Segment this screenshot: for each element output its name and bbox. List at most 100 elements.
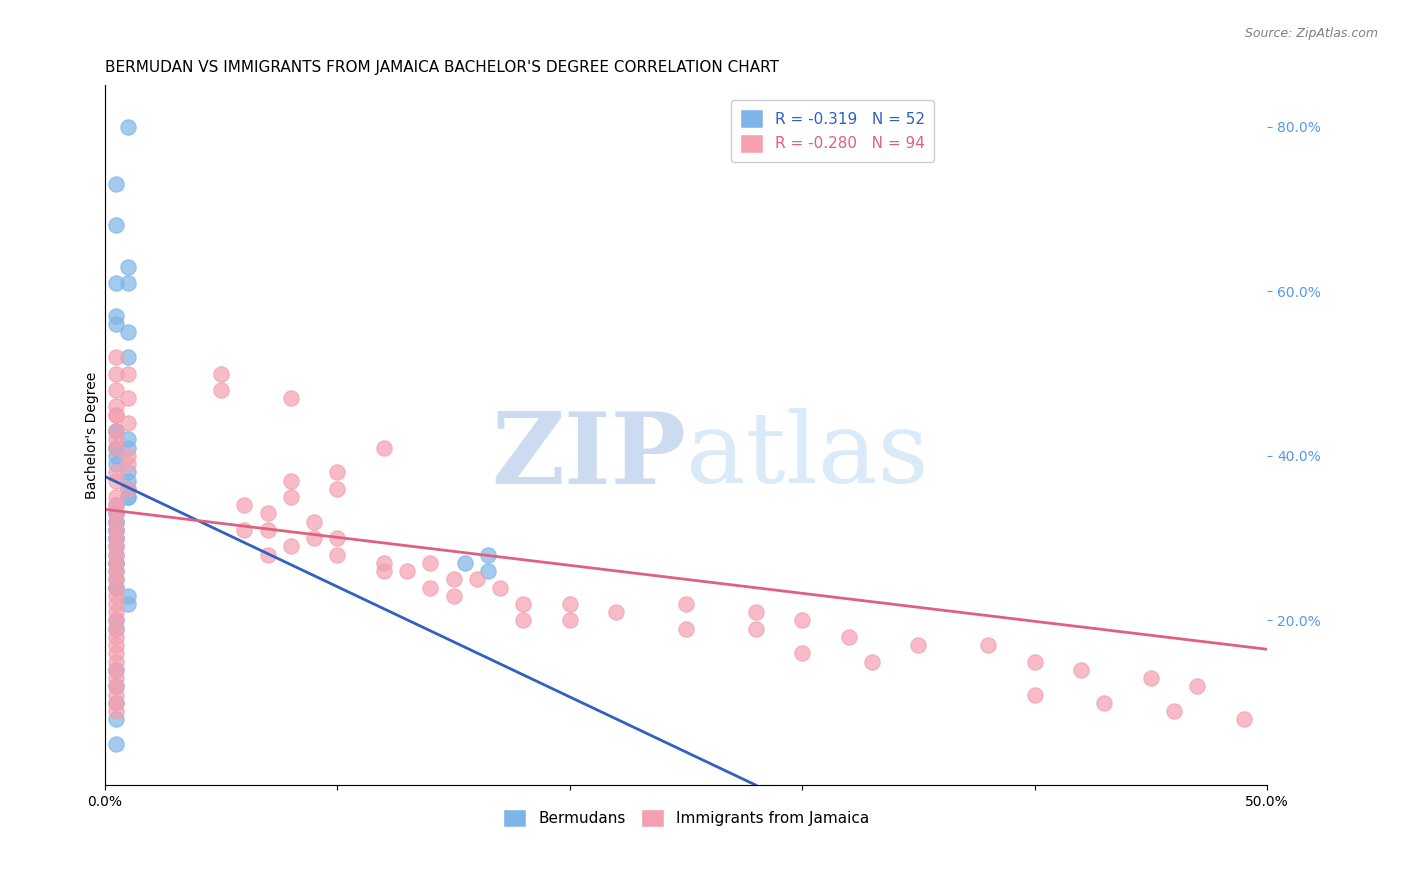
Point [117, 474, 139, 488]
Point [105, 704, 128, 718]
Point [105, 309, 128, 323]
Point [105, 581, 128, 595]
Point [105, 317, 128, 331]
Text: Source: ZipAtlas.com: Source: ZipAtlas.com [1244, 27, 1378, 40]
Point [117, 120, 139, 134]
Point [1140, 671, 1163, 685]
Point [326, 466, 349, 480]
Point [860, 655, 883, 669]
Point [105, 556, 128, 570]
Point [105, 507, 128, 521]
Point [105, 540, 128, 554]
Point [105, 589, 128, 603]
Point [117, 367, 139, 381]
Point [105, 663, 128, 677]
Point [105, 663, 128, 677]
Point [105, 605, 128, 619]
Point [373, 441, 395, 455]
Point [233, 523, 256, 537]
Point [489, 581, 512, 595]
Point [105, 614, 128, 628]
Point [105, 679, 128, 693]
Point [675, 622, 697, 636]
Point [105, 712, 128, 726]
Point [117, 416, 139, 430]
Point [326, 531, 349, 545]
Point [117, 482, 139, 496]
Point [477, 548, 499, 562]
Point [105, 638, 128, 652]
Point [105, 441, 128, 455]
Point [117, 466, 139, 480]
Point [326, 482, 349, 496]
Point [465, 572, 488, 586]
Point [105, 523, 128, 537]
Point [105, 572, 128, 586]
Point [105, 630, 128, 644]
Point [105, 441, 128, 455]
Point [105, 564, 128, 578]
Point [105, 564, 128, 578]
Point [105, 597, 128, 611]
Point [105, 581, 128, 595]
Point [792, 614, 814, 628]
Point [1070, 663, 1092, 677]
Point [117, 597, 139, 611]
Point [105, 383, 128, 397]
Point [302, 515, 325, 529]
Point [443, 589, 465, 603]
Point [907, 638, 929, 652]
Point [1233, 712, 1256, 726]
Point [105, 474, 128, 488]
Y-axis label: Bachelor's Degree: Bachelor's Degree [86, 372, 100, 499]
Point [280, 540, 302, 554]
Point [105, 424, 128, 438]
Point [117, 326, 139, 340]
Point [1024, 655, 1046, 669]
Point [117, 350, 139, 364]
Point [105, 400, 128, 414]
Point [105, 498, 128, 512]
Point [105, 515, 128, 529]
Point [105, 424, 128, 438]
Point [105, 531, 128, 545]
Point [256, 507, 278, 521]
Point [280, 391, 302, 405]
Point [105, 178, 128, 192]
Point [117, 449, 139, 463]
Point [209, 383, 232, 397]
Point [105, 614, 128, 628]
Point [117, 441, 139, 455]
Point [558, 597, 581, 611]
Point [105, 507, 128, 521]
Point [105, 679, 128, 693]
Point [512, 597, 534, 611]
Point [105, 441, 128, 455]
Point [105, 540, 128, 554]
Point [105, 671, 128, 685]
Point [419, 581, 441, 595]
Point [105, 696, 128, 710]
Point [105, 622, 128, 636]
Point [373, 556, 395, 570]
Text: ZIP: ZIP [491, 408, 686, 505]
Point [280, 490, 302, 504]
Point [117, 276, 139, 290]
Point [105, 572, 128, 586]
Point [443, 572, 465, 586]
Text: BERMUDAN VS IMMIGRANTS FROM JAMAICA BACHELOR'S DEGREE CORRELATION CHART: BERMUDAN VS IMMIGRANTS FROM JAMAICA BACH… [105, 60, 779, 75]
Point [105, 449, 128, 463]
Point [233, 498, 256, 512]
Point [744, 622, 766, 636]
Point [675, 597, 697, 611]
Point [105, 688, 128, 702]
Point [326, 548, 349, 562]
Point [105, 490, 128, 504]
Point [209, 367, 232, 381]
Point [419, 556, 441, 570]
Point [105, 433, 128, 447]
Point [105, 647, 128, 661]
Point [1187, 679, 1209, 693]
Point [105, 548, 128, 562]
Point [117, 482, 139, 496]
